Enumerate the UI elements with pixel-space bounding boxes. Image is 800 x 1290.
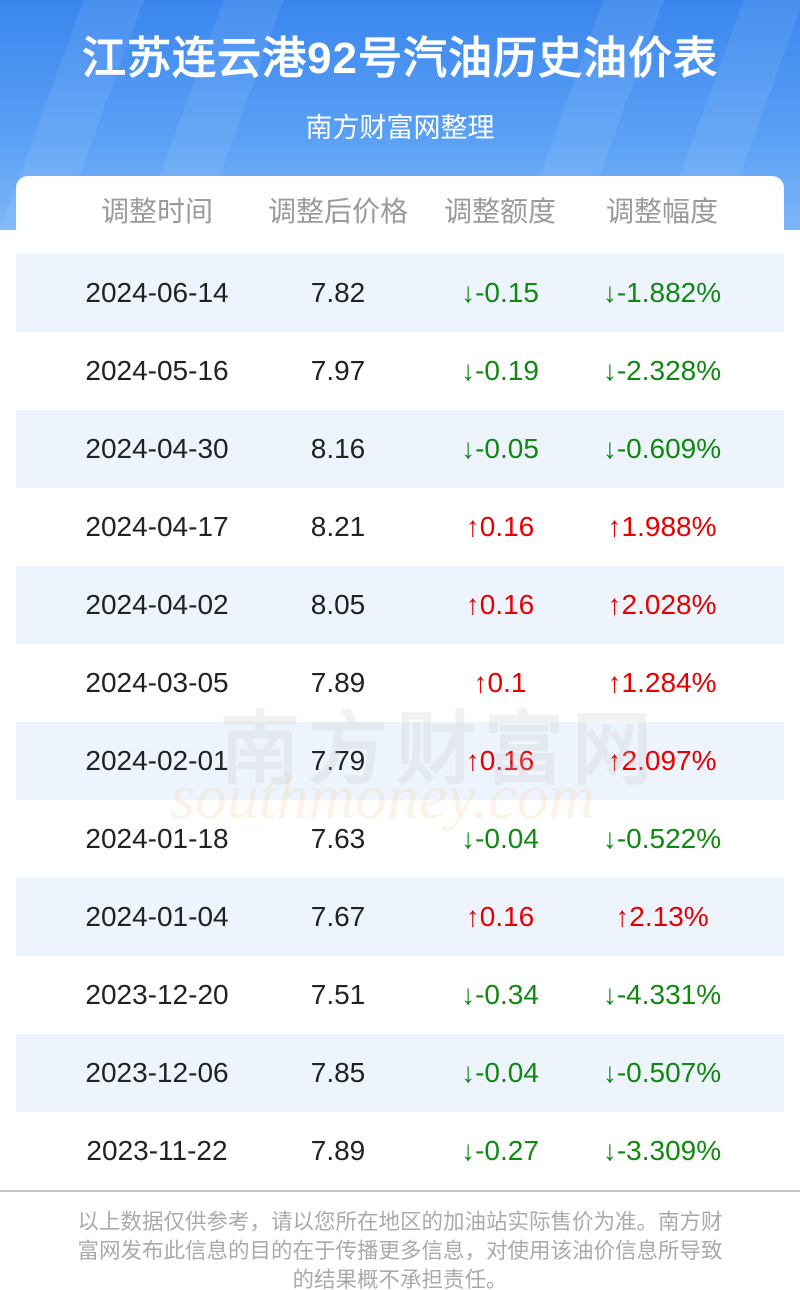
table-cell: ↓-0.15 bbox=[461, 277, 539, 308]
table-cell: 7.51 bbox=[310, 979, 366, 1010]
table-cell: ↑0.16 bbox=[465, 511, 535, 542]
disclaimer: 以上数据仅供参考，请以您所在地区的加油站实际售价为准。南方财富网发布此信息的目的… bbox=[77, 1210, 723, 1290]
watermark-domain: southmoney.com bbox=[170, 761, 595, 832]
table-row: 2024-01-18 7.63 ↓-0.04 ↓-0.522% bbox=[16, 800, 784, 878]
table-cell: 8.21 bbox=[310, 511, 366, 542]
divider bbox=[0, 1190, 800, 1192]
table-cell: 7.89 bbox=[310, 667, 366, 698]
table-cell: 2024-04-30 bbox=[85, 433, 229, 464]
table-cell: ↓-0.522% bbox=[602, 823, 722, 854]
table-cell: ↓-0.34 bbox=[461, 979, 539, 1010]
table-cell: ↓-0.27 bbox=[461, 1135, 539, 1166]
title: 江苏连云港92号汽油历史油价表 bbox=[82, 34, 718, 83]
table-row: 2024-03-05 7.89 ↑0.1 ↑1.284% bbox=[16, 644, 784, 722]
table-row: 2024-06-14 7.82 ↓-0.15 ↓-1.882% bbox=[16, 254, 784, 332]
table-cell: 7.82 bbox=[310, 277, 366, 308]
table-cell: ↓-0.19 bbox=[461, 355, 539, 386]
table-cell: ↑0.1 bbox=[473, 667, 527, 698]
table-row: 2023-11-22 7.89 ↓-0.27 ↓-3.309% bbox=[16, 1112, 784, 1190]
table-row: 2024-04-02 8.05 ↑0.16 ↑2.028% bbox=[16, 566, 784, 644]
column-header: 调整幅度 bbox=[605, 196, 718, 227]
table-cell: 2023-12-20 bbox=[85, 979, 229, 1010]
table-row: 2024-01-04 7.67 ↑0.16 ↑2.13% bbox=[16, 878, 784, 956]
table-row: 2024-02-01 7.79 ↑0.16 ↑2.097% bbox=[16, 722, 784, 800]
table-cell: 2023-11-22 bbox=[86, 1135, 228, 1166]
table-row: 2024-05-16 7.97 ↓-0.19 ↓-2.328% bbox=[16, 332, 784, 410]
table-cell: ↑2.13% bbox=[615, 901, 709, 932]
table-cell: 2024-06-14 bbox=[85, 277, 229, 308]
table-cell: ↑2.028% bbox=[607, 589, 717, 620]
subtitle: 南方财富网整理 bbox=[305, 113, 495, 143]
table-cell: 2024-05-16 bbox=[85, 355, 229, 386]
table-cell: ↑0.16 bbox=[465, 745, 535, 776]
table-cell: 7.79 bbox=[310, 745, 366, 776]
column-header: 调整额度 bbox=[443, 196, 556, 227]
table-cell: 8.16 bbox=[310, 433, 366, 464]
table-cell: ↑1.988% bbox=[607, 511, 717, 542]
column-header: 调整后价格 bbox=[267, 196, 408, 227]
table-cell: ↑0.16 bbox=[465, 901, 535, 932]
table-row: 2024-04-30 8.16 ↓-0.05 ↓-0.609% bbox=[16, 410, 784, 488]
table-cell: ↓-2.328% bbox=[602, 355, 722, 386]
column-header: 调整时间 bbox=[100, 196, 213, 227]
table-cell: 2024-04-02 bbox=[85, 589, 229, 620]
table-cell: ↓-1.882% bbox=[602, 277, 722, 308]
table-cell: 2024-01-04 bbox=[85, 901, 229, 932]
table-card bbox=[16, 176, 784, 1192]
table-cell: 2024-01-18 bbox=[85, 823, 229, 854]
table-cell: ↓-3.309% bbox=[602, 1135, 722, 1166]
table-cell: ↓-0.507% bbox=[602, 1057, 722, 1088]
table-cell: ↓-0.609% bbox=[602, 433, 722, 464]
table-cell: ↑0.16 bbox=[465, 589, 535, 620]
table-cell: 7.67 bbox=[310, 901, 366, 932]
table-cell: ↓-0.05 bbox=[461, 433, 539, 464]
table-cell: 8.05 bbox=[310, 589, 366, 620]
table-cell: ↓-0.04 bbox=[461, 1057, 539, 1088]
table-cell: 2023-12-06 bbox=[85, 1057, 229, 1088]
table-cell: 2024-02-01 bbox=[85, 745, 229, 776]
table-cell: ↓-0.04 bbox=[461, 823, 539, 854]
table-cell: 2024-03-05 bbox=[85, 667, 229, 698]
watermark: 南方财富网 bbox=[220, 705, 660, 794]
table-cell: 7.97 bbox=[310, 355, 366, 386]
table-cell: 2024-04-17 bbox=[85, 511, 229, 542]
table-row: 2023-12-20 7.51 ↓-0.34 ↓-4.331% bbox=[16, 956, 784, 1034]
table-cell: 7.63 bbox=[310, 823, 366, 854]
table-cell: ↑1.284% bbox=[607, 667, 717, 698]
table-row: 2024-04-17 8.21 ↑0.16 ↑1.988% bbox=[16, 488, 784, 566]
table-row: 2023-12-06 7.85 ↓-0.04 ↓-0.507% bbox=[16, 1034, 784, 1112]
table-cell: 7.89 bbox=[310, 1135, 366, 1166]
table-cell: ↑2.097% bbox=[607, 745, 717, 776]
table-cell: 7.85 bbox=[310, 1057, 366, 1088]
table-cell: ↓-4.331% bbox=[602, 979, 722, 1010]
